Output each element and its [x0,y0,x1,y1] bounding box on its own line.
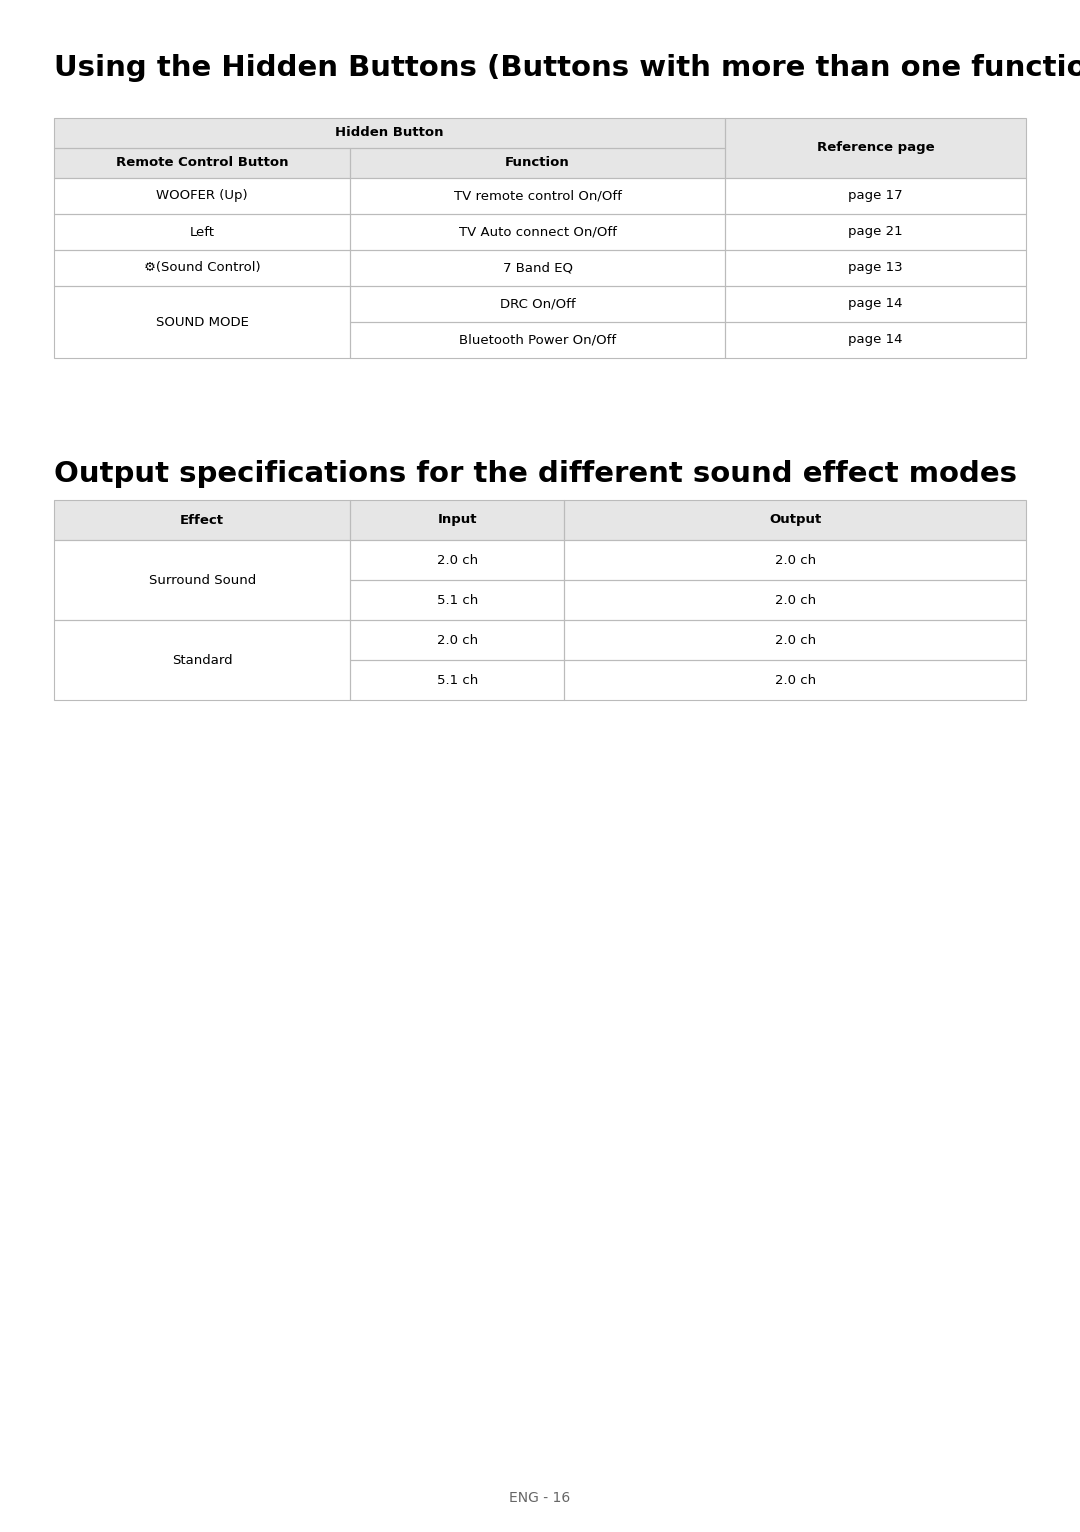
Text: 2.0 ch: 2.0 ch [774,553,815,567]
Bar [54,250,350,286]
Text: WOOFER (Up): WOOFER (Up) [157,190,248,202]
Bar [350,620,564,660]
Text: Output specifications for the different sound effect modes: Output specifications for the different … [54,460,1017,489]
Bar [725,214,1026,250]
Text: page 14: page 14 [848,334,903,346]
Bar [350,286,725,322]
Text: Function: Function [505,156,570,170]
Bar [54,499,350,539]
Text: page 21: page 21 [848,225,903,239]
Bar [564,499,1026,539]
Bar [54,178,350,214]
Text: 5.1 ch: 5.1 ch [436,593,478,607]
Text: Standard: Standard [172,654,232,666]
Bar [725,250,1026,286]
Text: Hidden Button: Hidden Button [335,127,444,139]
Text: SOUND MODE: SOUND MODE [156,316,248,328]
Bar [54,149,350,178]
Bar [564,539,1026,581]
Bar [564,581,1026,620]
Bar [725,118,1026,178]
Bar [564,660,1026,700]
Bar [350,499,564,539]
Bar [564,620,1026,660]
Bar [350,250,725,286]
Text: Surround Sound: Surround Sound [149,573,256,587]
Bar [350,149,725,178]
Text: DRC On/Off: DRC On/Off [500,297,576,311]
Bar [54,118,725,149]
Bar [350,178,725,214]
Text: Left: Left [190,225,215,239]
Bar [350,660,564,700]
Text: Reference page: Reference page [816,141,934,155]
Text: page 14: page 14 [848,297,903,311]
Bar [725,286,1026,322]
Bar [725,178,1026,214]
Bar [564,499,1026,539]
Text: 2.0 ch: 2.0 ch [436,553,478,567]
Bar [350,581,564,620]
Bar [350,214,725,250]
Text: 2.0 ch: 2.0 ch [774,634,815,647]
Text: TV Auto connect On/Off: TV Auto connect On/Off [459,225,617,239]
Text: Using the Hidden Buttons (Buttons with more than one function): Using the Hidden Buttons (Buttons with m… [54,54,1080,83]
Text: Remote Control Button: Remote Control Button [116,156,288,170]
Text: Input: Input [437,513,477,527]
Bar [54,539,350,620]
Bar [350,322,725,358]
Text: ⚙(Sound Control): ⚙(Sound Control) [144,262,260,274]
Text: 2.0 ch: 2.0 ch [774,674,815,686]
Text: TV remote control On/Off: TV remote control On/Off [454,190,621,202]
Text: Output: Output [769,513,821,527]
Bar [54,286,350,358]
Bar [54,620,350,700]
Text: page 17: page 17 [848,190,903,202]
Text: 2.0 ch: 2.0 ch [436,634,478,647]
Bar [54,118,725,149]
Text: 2.0 ch: 2.0 ch [774,593,815,607]
Bar [54,499,350,539]
Text: 7 Band EQ: 7 Band EQ [502,262,572,274]
Text: page 13: page 13 [848,262,903,274]
Bar [350,539,564,581]
Bar [54,214,350,250]
Bar [725,322,1026,358]
Text: Effect: Effect [180,513,225,527]
Text: Bluetooth Power On/Off: Bluetooth Power On/Off [459,334,616,346]
Text: 5.1 ch: 5.1 ch [436,674,478,686]
Bar [350,499,564,539]
Bar [54,149,350,178]
Bar [350,149,725,178]
Text: ENG - 16: ENG - 16 [510,1491,570,1504]
Bar [725,118,1026,178]
